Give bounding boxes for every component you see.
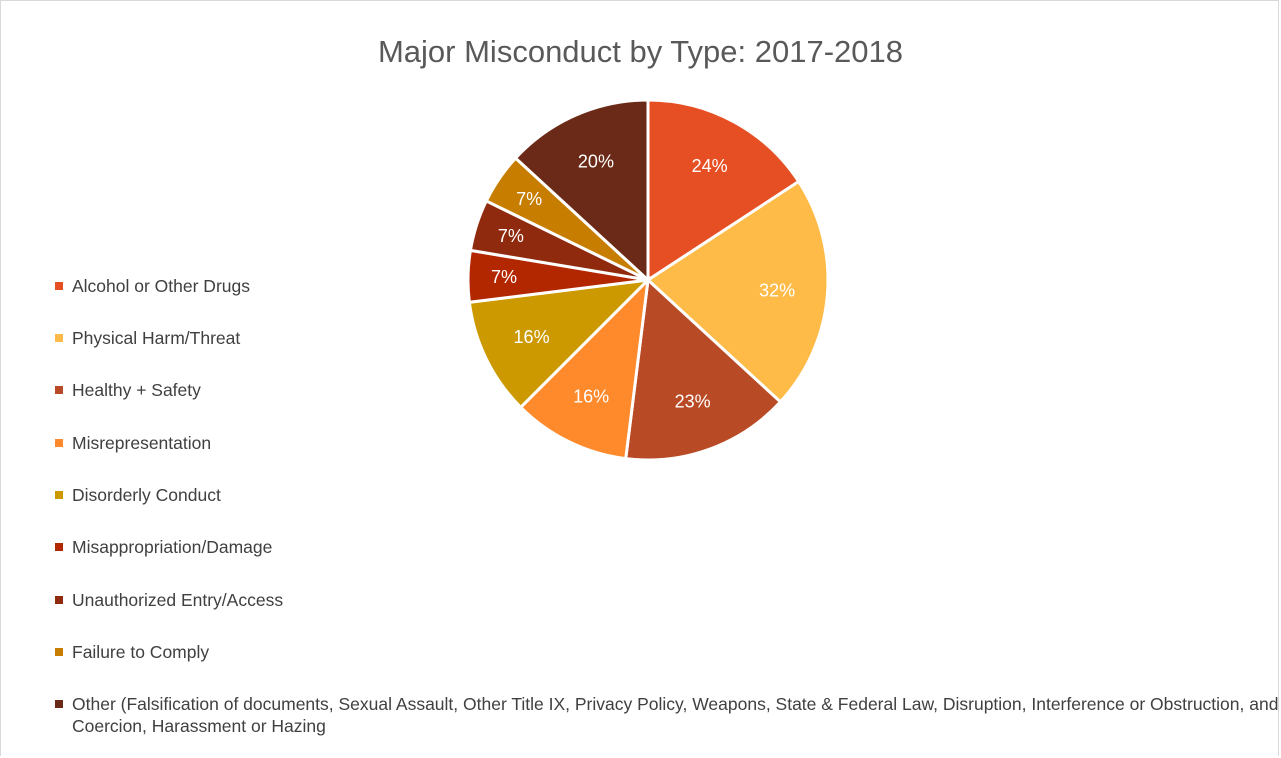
slice-data-label: 24% — [692, 156, 728, 176]
slice-data-label: 16% — [514, 327, 550, 347]
legend-item: Alcohol or Other Drugs — [55, 275, 1281, 297]
legend-label: Alcohol or Other Drugs — [72, 276, 250, 296]
legend-label: Misappropriation/Damage — [72, 537, 273, 557]
legend-swatch — [55, 439, 63, 447]
legend-label: Misrepresentation — [72, 433, 212, 453]
pie-slice — [624, 276, 783, 462]
slice-data-label: 32% — [759, 281, 795, 301]
legend-item: Failure to Comply — [55, 641, 1281, 663]
legend-item: Disorderly Conduct — [55, 484, 1281, 506]
legend-label: Other (Falsification of documents, Sexua… — [72, 694, 1279, 736]
legend-label: Disorderly Conduct — [72, 485, 221, 505]
slice-data-label: 7% — [491, 267, 517, 287]
pie-slice — [513, 98, 650, 284]
slice-data-label: 7% — [516, 189, 542, 209]
legend-label: Physical Harm/Threat — [72, 328, 241, 348]
legend-swatch — [55, 491, 63, 499]
pie-slice — [518, 275, 651, 461]
slice-data-label: 16% — [573, 386, 609, 406]
legend-item: Other (Falsification of documents, Sexua… — [55, 693, 1281, 737]
chart-title: Major Misconduct by Type: 2017-2018 — [377, 34, 903, 69]
legend-label: Failure to Comply — [72, 642, 210, 662]
legend-swatch — [55, 386, 63, 394]
pie-slice — [467, 277, 653, 410]
legend-swatch — [55, 648, 63, 656]
legend-swatch — [55, 282, 63, 290]
legend-item: Healthy + Safety — [55, 379, 1281, 401]
slice-data-label: 23% — [675, 392, 711, 412]
legend-label: Unauthorized Entry/Access — [72, 590, 284, 610]
pie-slice — [646, 98, 801, 283]
legend-item: Physical Harm/Threat — [55, 327, 1281, 349]
legend-swatch — [55, 543, 63, 551]
legend-item: Unauthorized Entry/Access — [55, 589, 1281, 611]
legend-swatch — [55, 596, 63, 604]
legend-item: Misappropriation/Damage — [55, 536, 1281, 558]
slice-data-label: 7% — [498, 226, 524, 246]
legend-swatch — [55, 334, 63, 342]
legend-label: Healthy + Safety — [72, 380, 201, 400]
legend-swatch — [55, 700, 63, 708]
pie-slice — [645, 179, 830, 405]
legend-item: Misrepresentation — [55, 432, 1281, 454]
slice-data-label: 20% — [578, 151, 614, 171]
